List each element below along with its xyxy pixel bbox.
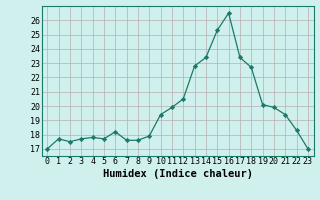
X-axis label: Humidex (Indice chaleur): Humidex (Indice chaleur) xyxy=(103,169,252,179)
